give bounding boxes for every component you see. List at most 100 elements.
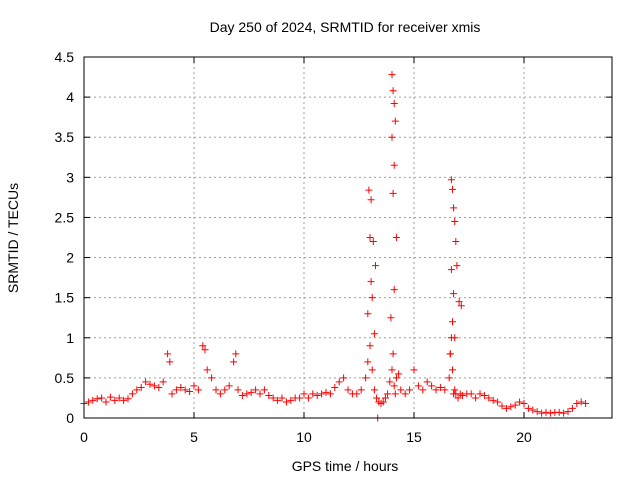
data-point [564, 408, 572, 416]
y-tick-label: 4.5 [55, 49, 75, 65]
data-point [201, 346, 209, 354]
data-point [278, 394, 286, 402]
data-point [494, 398, 502, 406]
tick-label-layer: 0 0.5 1 1.5 2 2.5 3 3.5 4 4.5 0 5 10 15 20 [55, 49, 532, 445]
data-point [335, 378, 343, 386]
grid-layer [84, 57, 612, 418]
data-point [389, 350, 397, 358]
data-point [392, 374, 400, 382]
data-point [390, 286, 398, 294]
data-point [410, 366, 418, 374]
data-point [568, 404, 576, 412]
data-point [419, 386, 427, 394]
y-tick-label: 2 [66, 250, 74, 266]
data-point [326, 390, 334, 398]
data-point [446, 350, 454, 358]
data-point [106, 393, 114, 401]
data-point [458, 392, 466, 400]
data-point [395, 370, 403, 378]
data-point [238, 392, 246, 400]
data-point [432, 386, 440, 394]
data-point [555, 408, 563, 416]
data-point [423, 378, 431, 386]
y-tick-label: 0 [66, 410, 74, 426]
data-point [146, 380, 154, 388]
data-point [386, 378, 394, 386]
data-point [391, 117, 399, 125]
data-point [388, 366, 396, 374]
data-point [546, 409, 554, 417]
data-point [520, 400, 528, 408]
data-point [186, 388, 194, 396]
data-point [287, 396, 295, 404]
tick-layer [83, 56, 612, 419]
data-point [390, 382, 398, 390]
data-point [391, 390, 399, 398]
data-point [234, 386, 242, 394]
data-point [344, 386, 352, 394]
data-point [457, 302, 465, 310]
data-point [388, 133, 396, 141]
data-point [582, 400, 590, 408]
data-point [212, 386, 220, 394]
data-point [230, 358, 238, 366]
data-point [357, 386, 365, 394]
data-point [194, 386, 202, 394]
data-point [166, 358, 174, 366]
data-point [379, 398, 387, 406]
data-point [511, 401, 519, 409]
data-point [221, 386, 229, 394]
data-point [369, 238, 377, 246]
data-point [428, 382, 436, 390]
x-tick-label: 15 [406, 429, 422, 445]
y-tick-label: 2.5 [55, 209, 75, 225]
data-point [203, 366, 211, 374]
data-point [159, 378, 167, 386]
data-point [89, 396, 97, 404]
plot-frame [83, 56, 613, 419]
data-point [366, 234, 374, 241]
data-point [309, 390, 317, 398]
data-point [451, 334, 459, 342]
data-point [449, 366, 456, 374]
data-point [340, 374, 348, 382]
data-point [451, 386, 459, 394]
data-point [389, 87, 397, 95]
data-point [529, 406, 537, 414]
data-point [111, 396, 119, 404]
data-point [381, 394, 389, 402]
data-point [533, 408, 541, 416]
data-point [199, 342, 207, 350]
data-point [516, 398, 524, 406]
data-point [296, 394, 304, 402]
data-point [373, 394, 381, 402]
data-point [436, 384, 444, 392]
data-point [397, 386, 405, 394]
data-point [124, 395, 132, 403]
data-point [282, 398, 290, 406]
data-point [128, 390, 136, 398]
data-point [390, 100, 398, 108]
y-tick-label: 3 [66, 169, 74, 185]
data-point [392, 234, 400, 241]
data-point [573, 400, 581, 408]
y-tick-label: 1.5 [55, 290, 75, 306]
data-point [300, 390, 308, 398]
data-point [542, 408, 550, 416]
data-point [406, 386, 414, 394]
data-point [467, 390, 475, 398]
data-point [441, 386, 449, 394]
data-point [364, 358, 372, 366]
data-point [370, 330, 378, 338]
data-point [93, 395, 101, 403]
data-point [225, 382, 233, 390]
data-point [364, 310, 372, 318]
data-point [216, 390, 224, 398]
data-point [452, 238, 460, 246]
data-point [507, 403, 515, 411]
data-point [353, 390, 361, 398]
data-point [155, 384, 163, 392]
data-point [368, 366, 376, 374]
data-point [256, 390, 264, 398]
